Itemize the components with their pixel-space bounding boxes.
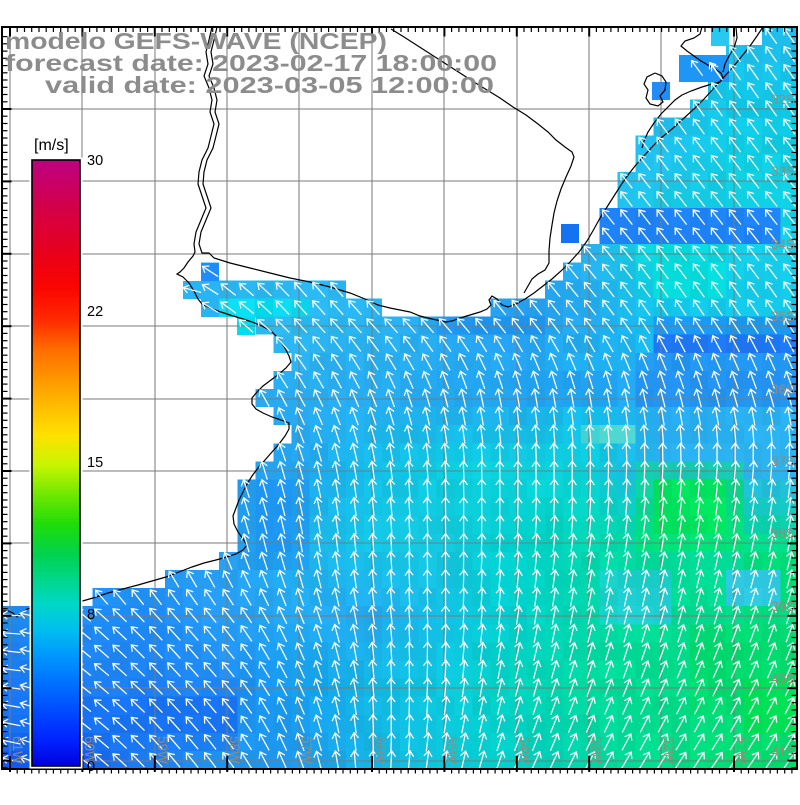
svg-text:52W: 52W (661, 736, 676, 764)
svg-text:valid date: 2023-03-05 12:00:0: valid date: 2023-03-05 12:00:00 (45, 72, 494, 98)
svg-text:forecast date: 2023-02-17 18:0: forecast date: 2023-02-17 18:00:00 (5, 50, 497, 76)
svg-text:58W: 58W (227, 736, 242, 764)
svg-text:8: 8 (87, 607, 95, 623)
svg-text:36S: 36S (771, 382, 795, 397)
svg-text:51W: 51W (734, 736, 749, 764)
svg-text:57W: 57W (299, 736, 314, 764)
svg-text:40S: 40S (771, 671, 795, 686)
svg-text:55W: 55W (444, 736, 459, 764)
svg-text:22: 22 (87, 304, 103, 320)
svg-text:54W: 54W (517, 736, 532, 764)
svg-text:33S: 33S (771, 164, 795, 179)
svg-text:32S: 32S (771, 92, 795, 107)
svg-text:30: 30 (87, 153, 103, 169)
svg-text:41S: 41S (771, 744, 795, 759)
svg-text:56W: 56W (372, 736, 387, 764)
svg-text:60W: 60W (82, 736, 97, 764)
svg-text:34S: 34S (771, 237, 795, 252)
svg-text:39S: 39S (771, 599, 795, 614)
svg-text:[m/s]: [m/s] (34, 137, 69, 154)
svg-text:modelo GEFS-WAVE (NCEP): modelo GEFS-WAVE (NCEP) (5, 28, 387, 54)
svg-text:38S: 38S (771, 526, 795, 541)
svg-text:0: 0 (87, 759, 95, 775)
svg-text:61W: 61W (10, 736, 25, 764)
svg-text:15: 15 (87, 455, 103, 471)
svg-text:53W: 53W (589, 736, 604, 764)
svg-text:59W: 59W (155, 736, 170, 764)
svg-text:35S: 35S (771, 309, 795, 324)
svg-text:37S: 37S (771, 454, 795, 469)
